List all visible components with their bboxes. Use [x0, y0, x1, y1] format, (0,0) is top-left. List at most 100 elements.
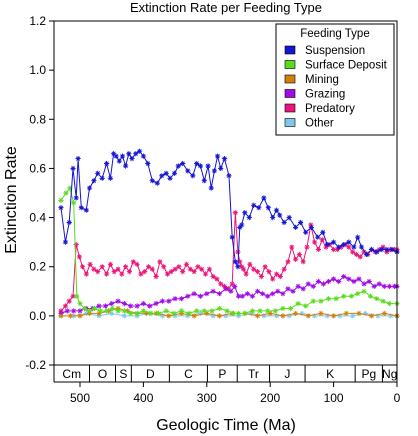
data-point [386, 283, 392, 289]
data-point [63, 190, 69, 196]
data-point [376, 281, 382, 287]
data-point [199, 266, 205, 272]
data-point [201, 178, 207, 184]
series-predatory [58, 210, 400, 314]
y-axis-title: Extinction Rate [3, 146, 20, 254]
data-point [205, 163, 211, 169]
data-point [129, 156, 135, 162]
data-point [375, 313, 381, 319]
data-point [62, 239, 68, 245]
data-point [64, 308, 70, 314]
data-point [229, 234, 235, 240]
legend-box [275, 23, 395, 136]
data-point [144, 310, 150, 316]
data-point [384, 246, 390, 253]
data-point [115, 308, 121, 314]
data-point [215, 153, 221, 159]
data-point [270, 215, 276, 221]
data-point [204, 291, 210, 297]
y-tick-label: 0.2 [29, 260, 46, 274]
data-point [171, 170, 178, 176]
data-point [331, 276, 337, 282]
data-point [208, 185, 214, 191]
data-point [350, 249, 356, 255]
y-tick-label: 1.0 [29, 63, 46, 77]
data-point [210, 313, 216, 319]
data-point [235, 249, 241, 255]
data-point [75, 156, 81, 162]
data-point [361, 249, 367, 255]
data-point [197, 310, 204, 316]
data-point [172, 266, 178, 272]
data-point [206, 266, 212, 272]
data-point [168, 269, 174, 275]
data-point [145, 264, 152, 270]
period-label: J [284, 367, 290, 381]
data-point [77, 313, 83, 319]
data-point [71, 308, 77, 314]
x-tick-label: 200 [260, 391, 280, 405]
chart-title: Extinction Rate per Feeding Type [130, 0, 322, 15]
data-point [99, 264, 105, 270]
data-point [202, 271, 209, 277]
data-point [331, 239, 337, 245]
data-point [109, 301, 115, 307]
data-point [167, 175, 173, 181]
data-point [267, 310, 273, 316]
data-point [70, 293, 76, 299]
data-point [172, 313, 178, 319]
data-point [92, 305, 98, 312]
data-point [343, 310, 349, 316]
data-point [190, 173, 196, 179]
legend-swatch [284, 118, 296, 127]
data-point [305, 313, 311, 319]
data-point [237, 259, 243, 265]
x-tick-label: 400 [133, 391, 153, 405]
data-point [178, 296, 184, 302]
data-point [211, 168, 217, 174]
data-point [312, 313, 318, 319]
data-point [191, 291, 197, 297]
data-point [295, 283, 301, 289]
data-point [325, 296, 332, 302]
data-point [289, 244, 295, 250]
plot-frame [53, 20, 398, 366]
legend-entry: Predatory [305, 103, 355, 115]
data-point [81, 305, 87, 312]
data-point [336, 278, 342, 285]
data-point [246, 215, 252, 221]
data-point [147, 303, 153, 309]
data-point [216, 305, 223, 312]
data-point [185, 313, 191, 319]
data-point [293, 224, 299, 230]
data-point [361, 281, 367, 287]
data-point [218, 281, 224, 287]
data-point [247, 261, 253, 267]
data-point [134, 303, 140, 309]
data-point [361, 288, 367, 294]
data-point [221, 283, 228, 289]
data-point [86, 185, 93, 191]
data-point [145, 160, 151, 167]
data-point [210, 288, 216, 294]
data-point [285, 259, 291, 265]
legend-title: Feeding Type [300, 28, 369, 40]
data-point [133, 151, 139, 157]
data-point [356, 310, 362, 316]
data-point [104, 271, 110, 277]
legend-swatch [284, 45, 296, 55]
data-point [140, 301, 146, 307]
data-point [180, 160, 186, 167]
data-point [216, 291, 223, 297]
y-tick-label: 0.4 [29, 211, 46, 225]
data-point [235, 293, 242, 299]
y-tick-label: 1.2 [29, 14, 46, 28]
data-point [243, 271, 249, 277]
data-point [381, 310, 387, 316]
data-point [130, 259, 136, 265]
data-point [226, 173, 232, 179]
data-point [280, 291, 286, 297]
data-point [176, 264, 182, 270]
data-point [237, 224, 243, 230]
data-point [58, 197, 64, 203]
